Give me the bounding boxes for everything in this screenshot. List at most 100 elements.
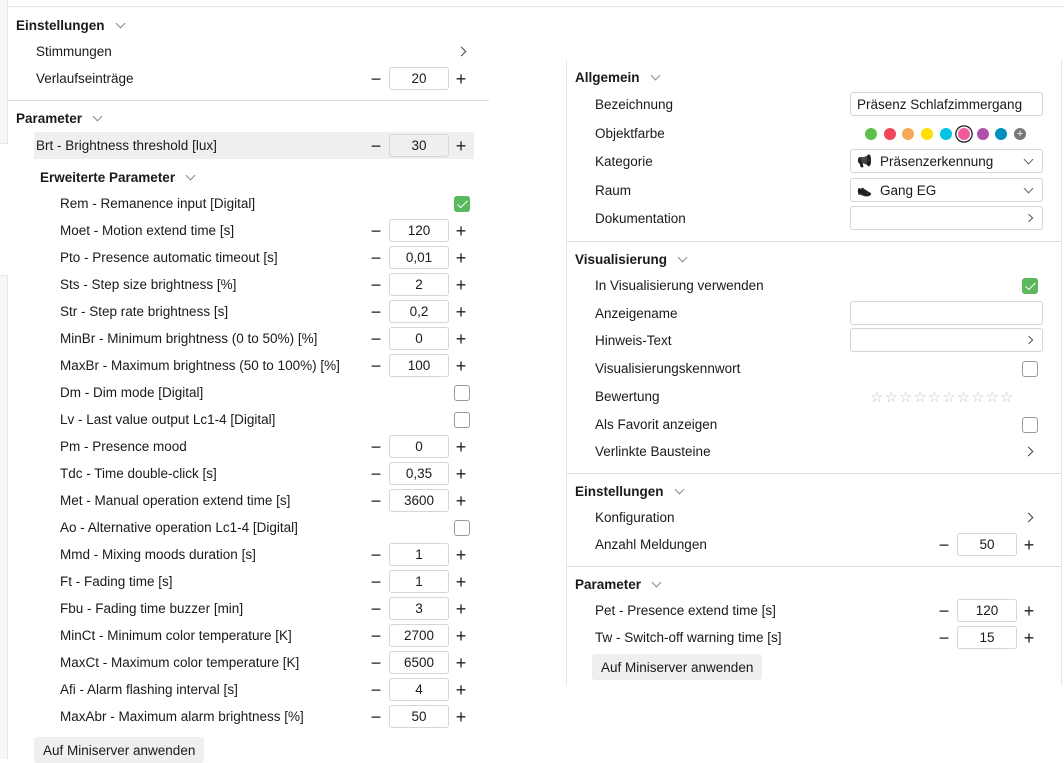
value-input[interactable]: 0,2 <box>389 300 449 323</box>
value-input[interactable]: 120 <box>389 219 449 242</box>
value-input[interactable]: 2700 <box>389 624 449 647</box>
increment-button[interactable]: + <box>455 328 467 349</box>
value-input[interactable]: 120 <box>957 599 1017 622</box>
value-input[interactable]: 1 <box>389 570 449 593</box>
color-swatch[interactable] <box>939 127 952 140</box>
decrement-button[interactable]: − <box>370 544 382 565</box>
checkbox[interactable] <box>454 195 470 212</box>
value-input[interactable]: 50 <box>389 705 449 728</box>
decrement-button[interactable]: − <box>370 571 382 592</box>
decrement-button[interactable]: − <box>370 436 382 457</box>
section-header-erweiterte-parameter[interactable]: Erweiterte Parameter <box>8 164 489 191</box>
value-input[interactable]: 4 <box>389 678 449 701</box>
row-stimmungen[interactable]: Stimmungen <box>8 38 489 65</box>
decrement-button[interactable]: − <box>370 220 382 241</box>
row-maxbr-maximum-brightness-50-to: MaxBr - Maximum brightness (50 to 100%) … <box>8 352 489 379</box>
checkbox[interactable] <box>454 519 470 536</box>
decrement-button[interactable]: − <box>370 135 382 156</box>
checkbox[interactable] <box>454 384 470 401</box>
value-input[interactable]: 0,01 <box>389 246 449 269</box>
value-input[interactable]: 100 <box>389 354 449 377</box>
color-swatch[interactable] <box>883 127 896 140</box>
increment-button[interactable]: + <box>455 706 467 727</box>
increment-button[interactable]: + <box>455 571 467 592</box>
value-input[interactable]: 3 <box>389 597 449 620</box>
increment-button[interactable]: + <box>455 652 467 673</box>
increment-button[interactable]: + <box>455 135 467 156</box>
section-header-allgemein[interactable]: Allgemein <box>567 64 1061 91</box>
increment-button[interactable]: + <box>455 274 467 295</box>
decrement-button[interactable]: − <box>370 301 382 322</box>
section-header-einstellungen[interactable]: Einstellungen <box>567 478 1061 505</box>
color-swatch[interactable] <box>958 127 971 140</box>
row-verlinkte-bausteine[interactable]: Verlinkte Bausteine <box>567 438 1061 465</box>
value-input[interactable]: 6500 <box>389 651 449 674</box>
decrement-button[interactable]: − <box>370 490 382 511</box>
decrement-button[interactable]: − <box>370 463 382 484</box>
value-input[interactable]: 30 <box>389 134 449 157</box>
increment-button[interactable]: + <box>455 220 467 241</box>
increment-button[interactable]: + <box>455 490 467 511</box>
color-swatch[interactable] <box>921 127 934 140</box>
color-swatch[interactable] <box>902 127 915 140</box>
select-field[interactable]: 👟 Gang EG <box>850 178 1043 202</box>
chevron-down-icon <box>92 111 103 121</box>
increment-button[interactable]: + <box>455 247 467 268</box>
checkbox[interactable] <box>1022 277 1038 294</box>
checkbox[interactable] <box>1022 360 1038 377</box>
section-header-visualisierung[interactable]: Visualisierung <box>567 246 1061 273</box>
text-field[interactable]: Präsenz Schlafzimmergang <box>850 92 1043 116</box>
checkbox[interactable] <box>1022 416 1038 433</box>
value-input[interactable]: 3600 <box>389 489 449 512</box>
increment-button[interactable]: + <box>455 463 467 484</box>
rating-stars[interactable]: ☆☆☆☆☆☆☆☆☆☆ <box>870 388 1015 406</box>
decrement-button[interactable]: − <box>370 328 382 349</box>
decrement-button[interactable]: − <box>938 600 950 621</box>
text-field[interactable] <box>850 301 1043 325</box>
increment-button[interactable]: + <box>455 355 467 376</box>
color-swatch[interactable] <box>976 127 989 140</box>
increment-button[interactable]: + <box>455 436 467 457</box>
decrement-button[interactable]: − <box>370 355 382 376</box>
color-swatch[interactable] <box>865 127 878 140</box>
section-header-parameter[interactable]: Parameter <box>8 105 489 132</box>
apply-to-miniserver-button[interactable]: Auf Miniserver anwenden <box>34 737 205 763</box>
value-input[interactable]: 0,35 <box>389 462 449 485</box>
select-field[interactable]: 📢 Präsenzerkennung <box>850 149 1043 173</box>
increment-button[interactable]: + <box>455 625 467 646</box>
add-color-button[interactable]: + <box>1014 127 1027 140</box>
value-input[interactable]: 20 <box>389 67 449 90</box>
value-input[interactable]: 15 <box>957 626 1017 649</box>
decrement-button[interactable]: − <box>370 679 382 700</box>
value-input[interactable]: 50 <box>957 533 1017 556</box>
increment-button[interactable]: + <box>455 598 467 619</box>
apply-to-miniserver-button[interactable]: Auf Miniserver anwenden <box>592 654 763 680</box>
increment-button[interactable]: + <box>1023 534 1035 555</box>
value-input[interactable]: 1 <box>389 543 449 566</box>
decrement-button[interactable]: − <box>370 598 382 619</box>
value-input[interactable]: 0 <box>389 327 449 350</box>
section-header-parameter[interactable]: Parameter <box>567 571 1061 598</box>
increment-button[interactable]: + <box>455 679 467 700</box>
text-field[interactable] <box>850 206 1043 230</box>
decrement-button[interactable]: − <box>370 247 382 268</box>
decrement-button[interactable]: − <box>370 274 382 295</box>
decrement-button[interactable]: − <box>938 627 950 648</box>
color-swatch[interactable] <box>995 127 1008 140</box>
increment-button[interactable]: + <box>455 68 467 89</box>
value-input[interactable]: 0 <box>389 435 449 458</box>
decrement-button[interactable]: − <box>370 68 382 89</box>
increment-button[interactable]: + <box>1023 600 1035 621</box>
decrement-button[interactable]: − <box>370 652 382 673</box>
increment-button[interactable]: + <box>455 544 467 565</box>
text-field[interactable] <box>850 328 1043 352</box>
decrement-button[interactable]: − <box>370 706 382 727</box>
value-input[interactable]: 2 <box>389 273 449 296</box>
increment-button[interactable]: + <box>455 301 467 322</box>
row-konfiguration[interactable]: Konfiguration <box>567 504 1061 531</box>
decrement-button[interactable]: − <box>370 625 382 646</box>
section-header-einstellungen[interactable]: Einstellungen <box>8 12 489 39</box>
checkbox[interactable] <box>454 411 470 428</box>
decrement-button[interactable]: − <box>938 534 950 555</box>
increment-button[interactable]: + <box>1023 627 1035 648</box>
